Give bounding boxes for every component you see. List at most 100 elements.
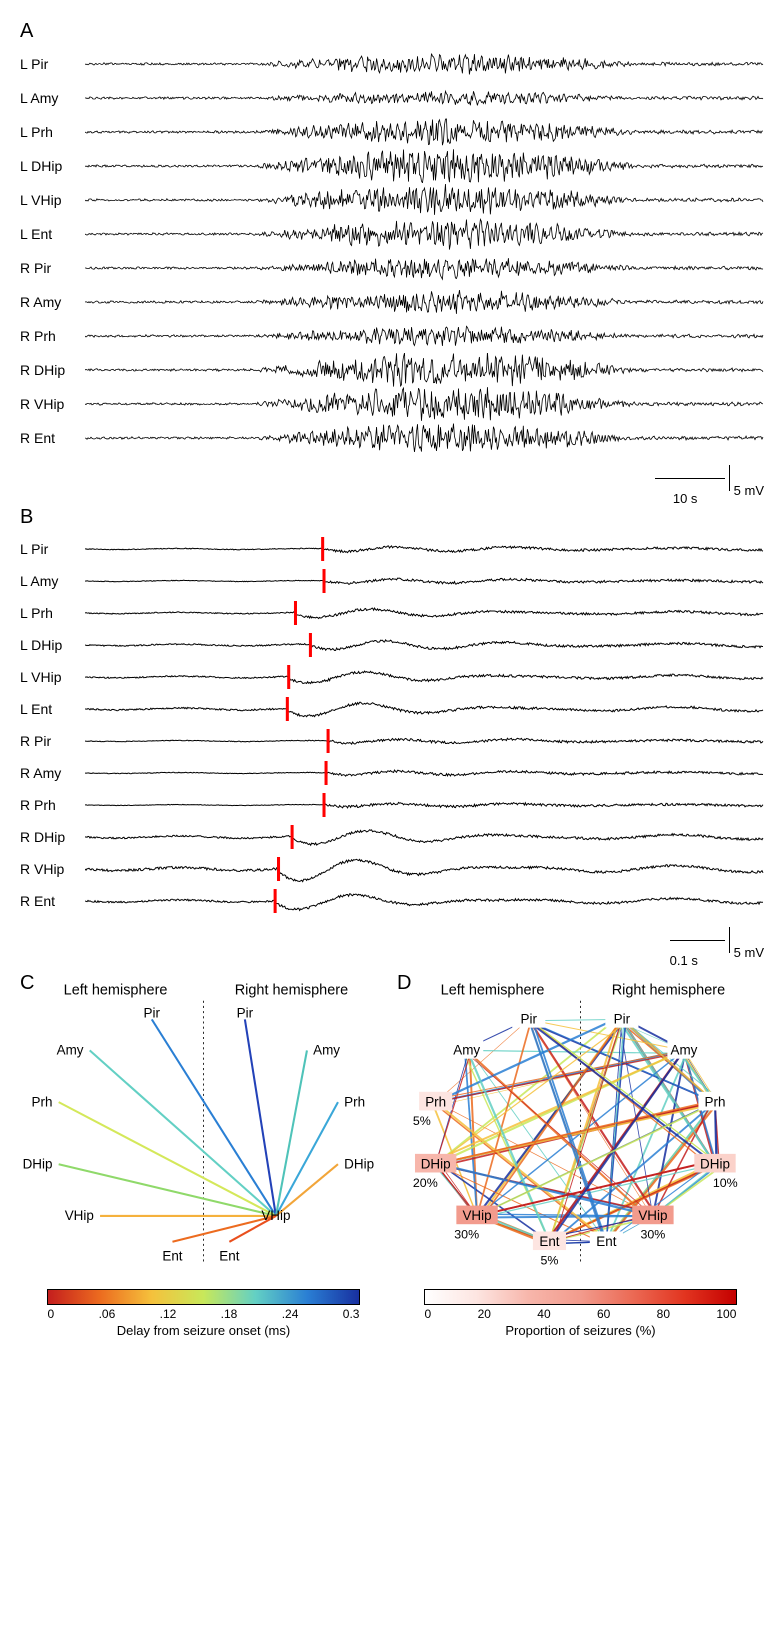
channel-label: L VHip [20, 192, 85, 208]
colorbar-tick: 0.3 [343, 1307, 360, 1321]
channel-label: L DHip [20, 637, 85, 653]
eeg-trace-zoom [85, 821, 764, 853]
eeg-trace-zoom [85, 885, 764, 917]
channel-label: L Pir [20, 56, 85, 72]
left-hemisphere-label: Left hemisphere [441, 983, 545, 999]
panel-d-colorbar-label: Proportion of seizures (%) [397, 1323, 764, 1338]
panel-a-scalebar: 10 s 5 mV [20, 465, 764, 506]
eeg-trace [85, 421, 764, 455]
eeg-trace-zoom [85, 629, 764, 661]
panel-c-colorbar [47, 1289, 361, 1305]
eeg-trace [85, 387, 764, 421]
delay-edge [152, 1019, 276, 1216]
eeg-trace [85, 149, 764, 183]
node-label: Ent [162, 1248, 182, 1263]
node-label: Prh [32, 1094, 53, 1109]
panel-d-colorbar-ticks: 020406080100 [425, 1307, 737, 1321]
channel-row: L Ent [20, 693, 764, 725]
channel-label: R DHip [20, 829, 85, 845]
node-label: Ent [596, 1234, 616, 1249]
eeg-trace [85, 217, 764, 251]
eeg-trace [85, 81, 764, 115]
channel-label: L Amy [20, 573, 85, 589]
node-label: DHip [344, 1156, 374, 1171]
channel-label: L Prh [20, 124, 85, 140]
proportion-edge [549, 1020, 623, 1242]
channel-row: L Prh [20, 115, 764, 149]
colorbar-tick: 0 [48, 1307, 55, 1321]
channel-row: R Ent [20, 421, 764, 455]
colorbar-tick: 100 [716, 1307, 736, 1321]
node-label: Pir [144, 1005, 161, 1020]
node-label: DHip [700, 1156, 730, 1171]
eeg-trace-zoom [85, 757, 764, 789]
panel-c-colorbar-label: Delay from seizure onset (ms) [20, 1323, 387, 1338]
colorbar-tick: 40 [537, 1307, 550, 1321]
panel-d-colorbar [424, 1289, 738, 1305]
channel-label: R Pir [20, 260, 85, 276]
channel-row: R Prh [20, 789, 764, 821]
channel-label: L DHip [20, 158, 85, 174]
channel-label: L Ent [20, 226, 85, 242]
node-pct: 10% [713, 1176, 738, 1190]
delay-edge [245, 1019, 276, 1216]
node-label: Pir [237, 1005, 254, 1020]
eeg-trace-zoom [85, 533, 764, 565]
delay-edge [276, 1102, 338, 1216]
node-label: VHip [462, 1208, 491, 1223]
channel-row: L Pir [20, 47, 764, 81]
colorbar-tick: .06 [99, 1307, 116, 1321]
channel-label: L Pir [20, 541, 85, 557]
channel-label: R DHip [20, 362, 85, 378]
scale-a-voltage: 5 mV [734, 483, 764, 498]
eeg-trace [85, 251, 764, 285]
channel-row: R VHip [20, 853, 764, 885]
node-label: Prh [705, 1094, 726, 1109]
panel-c-label: C [20, 972, 34, 995]
node-pct: 5% [540, 1254, 558, 1268]
channel-label: R VHip [20, 396, 85, 412]
channel-row: L Amy [20, 81, 764, 115]
channel-row: L Amy [20, 565, 764, 597]
scale-b-time: 0.1 s [670, 953, 698, 968]
eeg-trace-zoom [85, 789, 764, 821]
channel-row: L Ent [20, 217, 764, 251]
eeg-trace [85, 115, 764, 149]
channel-row: R Pir [20, 725, 764, 757]
channel-row: R DHip [20, 821, 764, 853]
channel-row: R Prh [20, 319, 764, 353]
channel-label: L Ent [20, 701, 85, 717]
panel-d-network: Left hemisphereRight hemispherePirAmyPrh… [397, 978, 764, 1278]
node-label: Pir [521, 1012, 538, 1027]
left-hemisphere-label: Left hemisphere [64, 983, 168, 999]
node-label: VHip [638, 1208, 667, 1223]
node-label: Prh [425, 1094, 446, 1109]
channel-row: R Amy [20, 757, 764, 789]
channel-label: R Prh [20, 328, 85, 344]
channel-row: L Prh [20, 597, 764, 629]
eeg-trace [85, 285, 764, 319]
delay-edge [276, 1050, 307, 1216]
channel-row: R Amy [20, 285, 764, 319]
panel-a-label: A [20, 20, 764, 43]
panel-d-label: D [397, 972, 411, 995]
node-label: VHip [261, 1208, 290, 1223]
node-label: VHip [65, 1208, 94, 1223]
channel-label: L Prh [20, 605, 85, 621]
node-label: Prh [344, 1094, 365, 1109]
channel-label: R Amy [20, 294, 85, 310]
node-label: DHip [421, 1156, 451, 1171]
right-hemisphere-label: Right hemisphere [612, 983, 725, 999]
channel-row: R DHip [20, 353, 764, 387]
node-label: Pir [614, 1012, 631, 1027]
channel-label: R Prh [20, 797, 85, 813]
right-hemisphere-label: Right hemisphere [235, 983, 348, 999]
panel-a-eeg: L Pir L Amy L Prh L DHip L VHip L Ent R Pir R A… [20, 47, 764, 455]
channel-label: R Ent [20, 893, 85, 909]
channel-label: R Pir [20, 733, 85, 749]
colorbar-tick: 80 [657, 1307, 670, 1321]
channel-label: L Amy [20, 90, 85, 106]
node-label: Ent [539, 1234, 559, 1249]
panel-c-colorbar-ticks: 0.06.12.18.240.3 [48, 1307, 360, 1321]
channel-row: L VHip [20, 661, 764, 693]
